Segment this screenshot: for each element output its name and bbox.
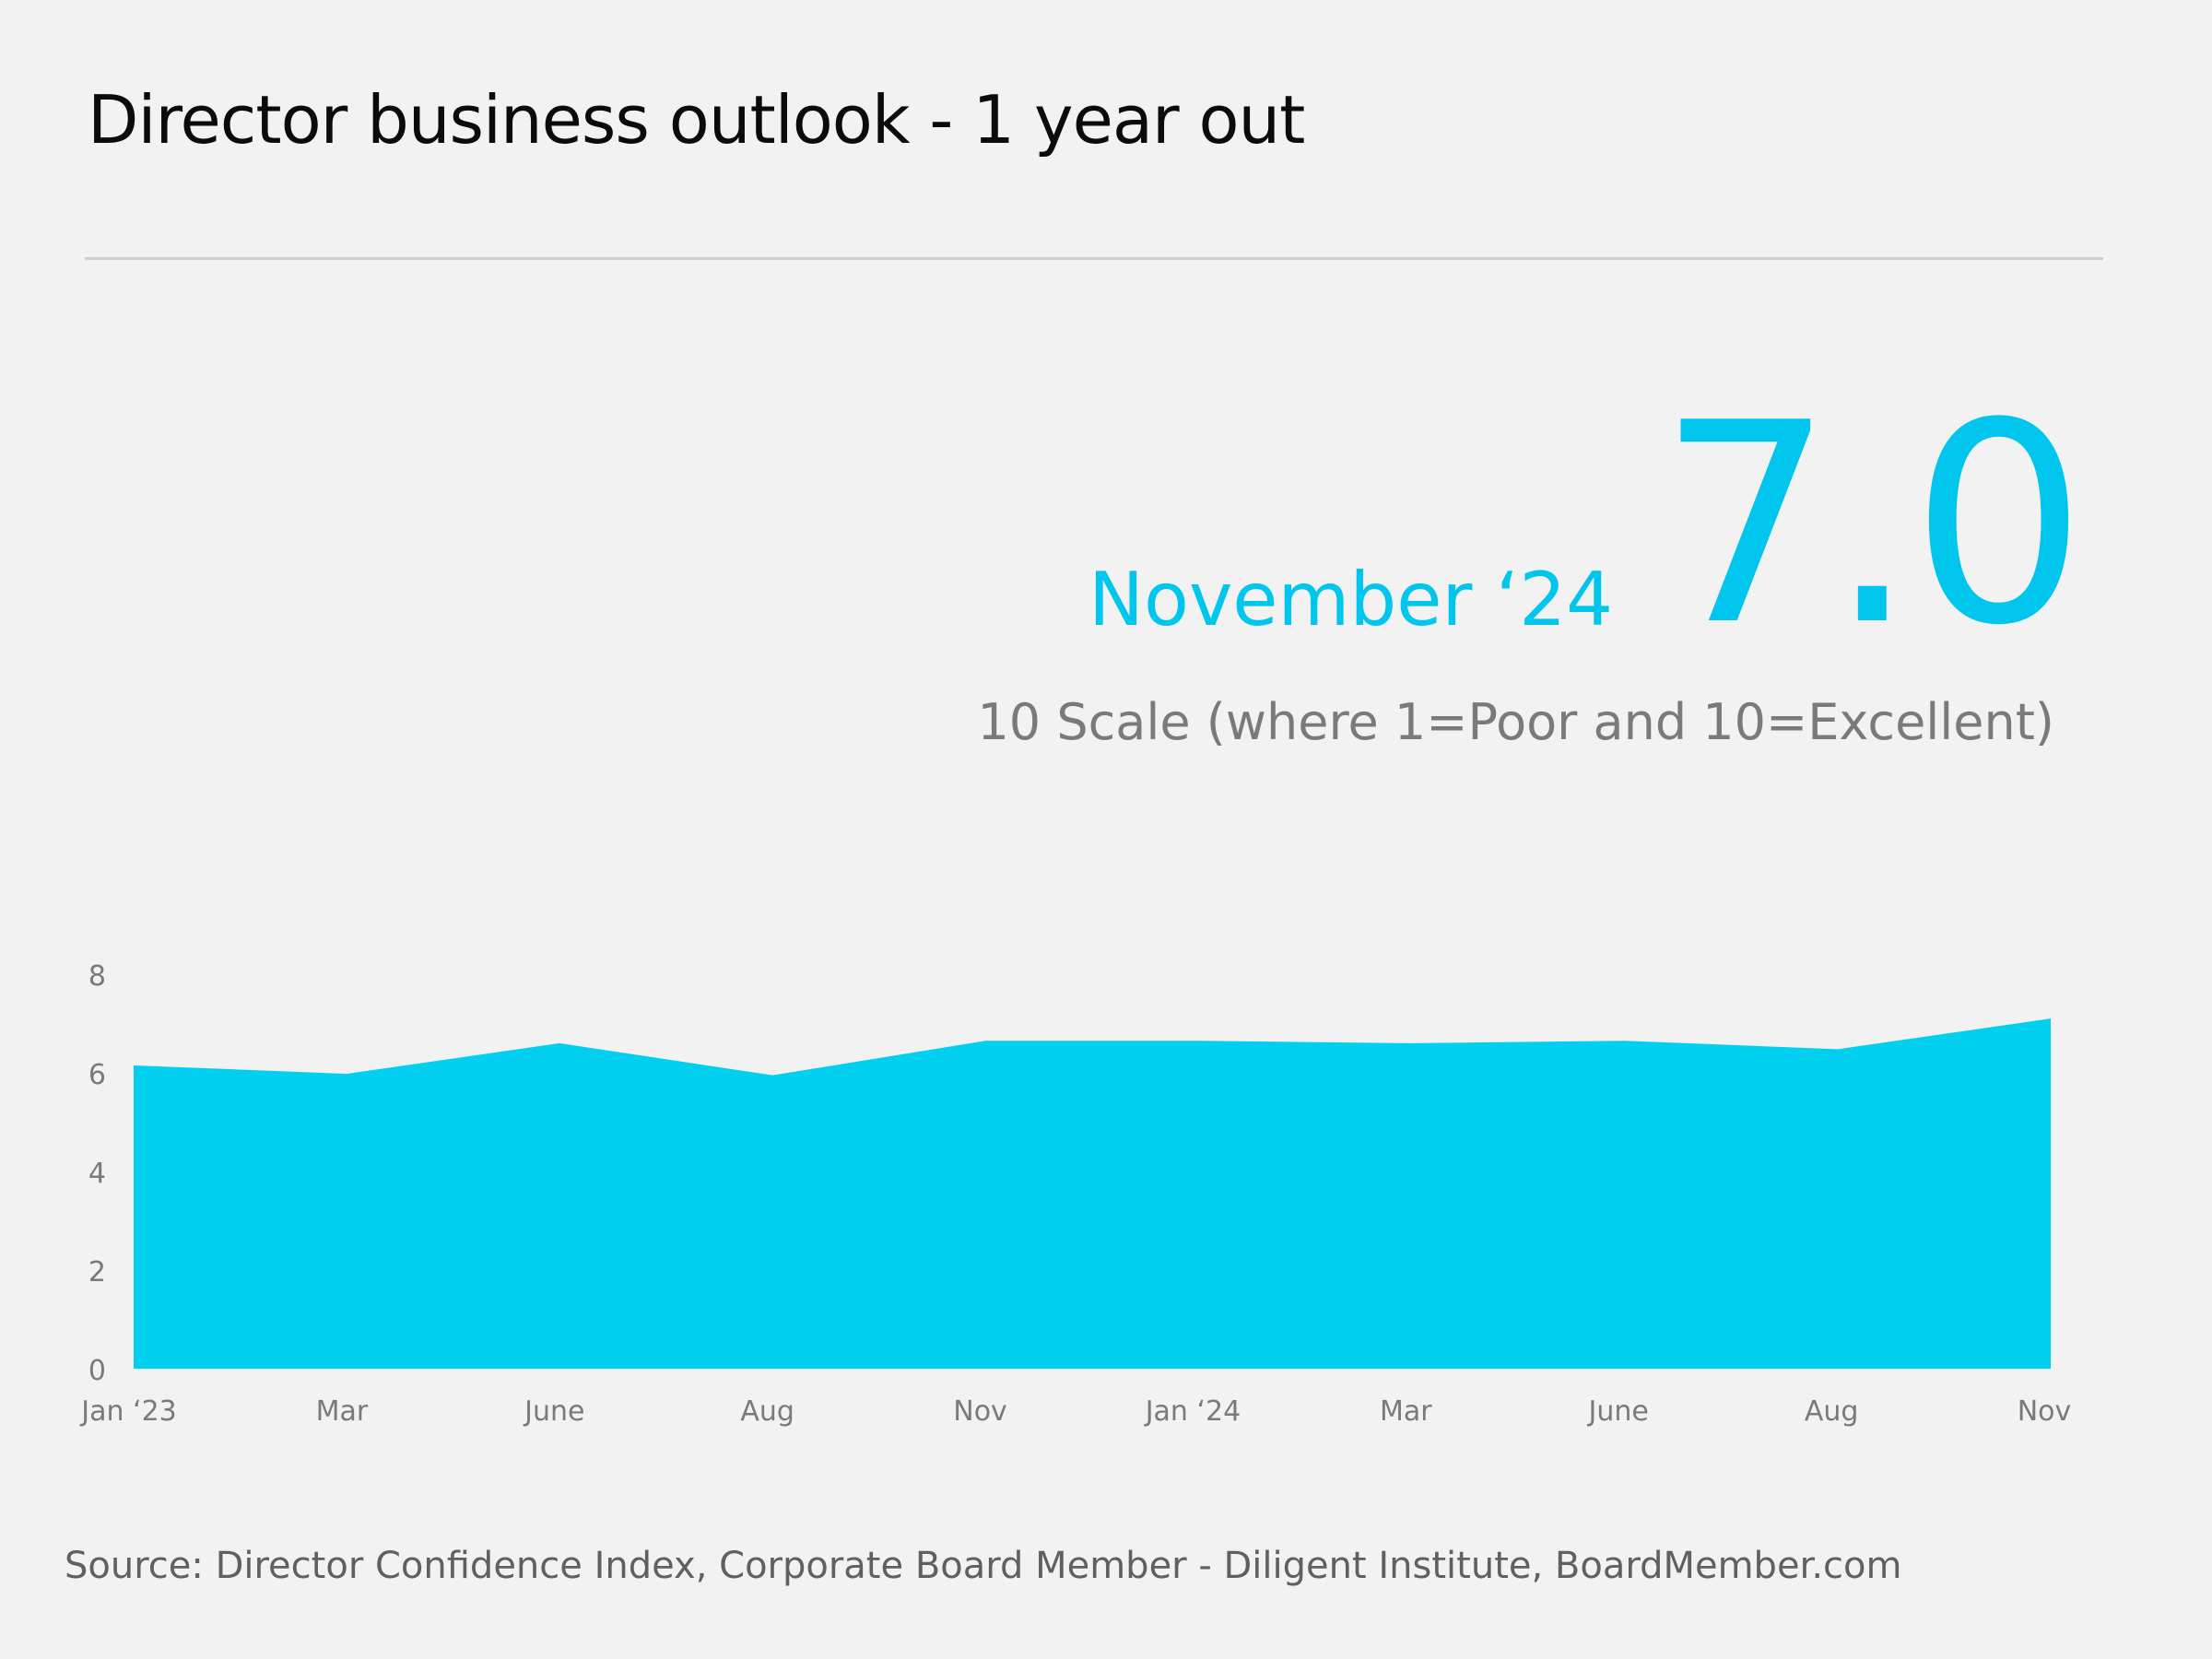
chart-title: Director business outlook - 1 year out bbox=[88, 81, 1305, 159]
y-tick-label-0: 0 bbox=[88, 1355, 106, 1387]
x-tick-label-4: Nov bbox=[953, 1395, 1007, 1428]
x-axis-labels: Jan ‘23 Mar June Aug Nov Jan ‘24 Mar June Aug Nov bbox=[79, 1395, 2071, 1428]
x-tick-label-8: Aug bbox=[1805, 1395, 1859, 1428]
scale-note: 10 Scale (where 1=Poor and 10=Excellent) bbox=[977, 693, 2054, 751]
x-tick-label-9: Nov bbox=[2018, 1395, 2072, 1428]
y-tick-label-4: 8 bbox=[88, 960, 106, 993]
y-tick-label-2: 4 bbox=[88, 1158, 106, 1190]
x-tick-label-2: June bbox=[523, 1395, 584, 1428]
x-tick-label-1: Mar bbox=[316, 1395, 369, 1428]
title-divider bbox=[85, 257, 2103, 260]
x-tick-label-3: Aug bbox=[740, 1395, 794, 1428]
y-tick-label-1: 2 bbox=[88, 1256, 106, 1288]
x-tick-label-6: Mar bbox=[1380, 1395, 1432, 1428]
highlight-value: 7.0 bbox=[1657, 364, 2087, 686]
x-tick-label-0: Jan ‘23 bbox=[79, 1395, 177, 1428]
series-area bbox=[134, 1018, 2051, 1369]
x-tick-label-7: June bbox=[1587, 1395, 1649, 1428]
area-series bbox=[134, 1018, 2051, 1369]
source-note: Source: Director Confidence Index, Corpo… bbox=[65, 1545, 1902, 1587]
y-tick-label-3: 6 bbox=[88, 1059, 106, 1091]
x-tick-label-5: Jan ‘24 bbox=[1144, 1395, 1241, 1428]
y-axis-labels: 0 2 4 6 8 bbox=[88, 960, 106, 1387]
highlight-period: November ‘24 bbox=[1088, 557, 1613, 642]
